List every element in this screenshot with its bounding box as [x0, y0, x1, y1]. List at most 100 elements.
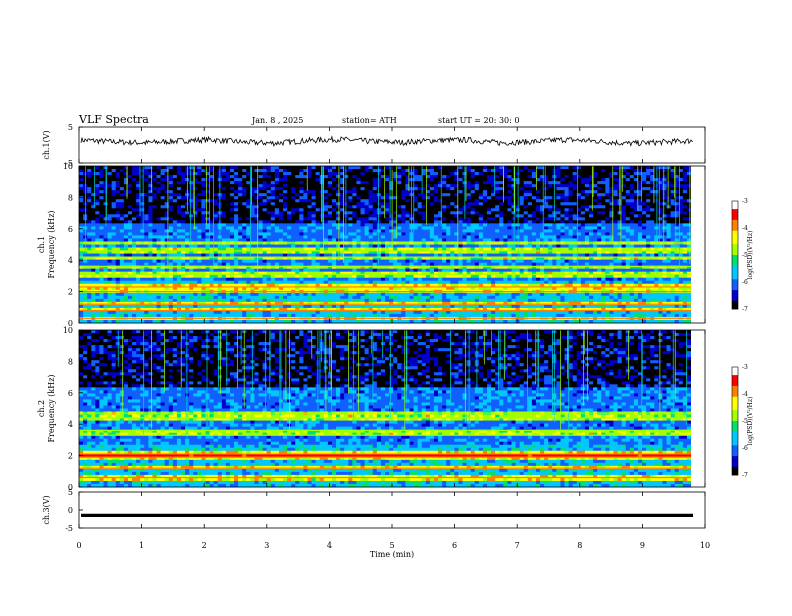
spectrogram-cell: [368, 244, 374, 248]
spectrogram-cell: [140, 187, 145, 191]
spectrogram-cell: [625, 220, 631, 224]
spectrogram-cell: [172, 214, 178, 218]
spectrogram-cell: [650, 256, 655, 260]
spectrogram-cell: [633, 259, 639, 264]
spectrogram-cell: [666, 175, 671, 179]
spectrogram-cell: [197, 259, 202, 264]
spectrogram-cell: [393, 235, 398, 239]
spectrogram-cell: [507, 169, 512, 173]
spectrogram-cell: [503, 226, 508, 230]
spectrogram-cell: [336, 205, 341, 209]
spectrogram-cell: [348, 199, 353, 203]
spectrogram-cell: [323, 250, 329, 254]
spectrogram-cell: [429, 256, 435, 260]
spectrogram-cell: [454, 214, 459, 218]
spectrogram-cell: [429, 229, 435, 233]
spectrogram-cell: [181, 265, 186, 270]
spectrogram-cell: [397, 217, 402, 221]
spectrogram-cell: [185, 253, 190, 257]
spectrogram-cell: [487, 205, 492, 209]
spectrogram-cell: [417, 166, 423, 170]
spectrogram-cell: [87, 244, 92, 248]
spectrogram-cell: [246, 253, 251, 257]
spectrogram-cell: [356, 238, 361, 242]
spectrogram-cell: [127, 262, 133, 267]
spectrogram-cell: [450, 217, 455, 221]
spectrogram-cell: [340, 172, 345, 176]
spectrogram-cell: [258, 187, 263, 191]
spectrogram-cell: [262, 166, 268, 170]
spectrogram-cell: [556, 226, 561, 230]
spectrogram-cell: [601, 250, 606, 254]
spectrogram-cell: [176, 232, 182, 236]
spectrogram-cell: [438, 226, 443, 230]
spectrogram-cell: [107, 196, 113, 200]
spectrogram-cell: [168, 208, 174, 212]
spectrogram-cell: [148, 247, 153, 251]
spectrogram-cell: [621, 232, 627, 236]
spectrogram-cell: [283, 214, 288, 218]
spectrogram-cell: [291, 178, 296, 182]
spectrogram-cell: [189, 208, 194, 212]
spectrogram-cell: [511, 199, 516, 203]
spectrogram-cell: [213, 205, 219, 209]
spectrogram-cell: [548, 208, 553, 212]
spectrogram-cell: [132, 184, 137, 188]
spectrogram-cell: [270, 184, 276, 188]
spectrogram-cell: [83, 178, 88, 182]
spectrogram-cell: [352, 247, 357, 251]
spectrogram-cell: [176, 190, 182, 194]
spectrogram-cell: [674, 229, 680, 233]
spectrogram-cell: [597, 169, 602, 173]
spectrogram-cell: [397, 235, 402, 239]
spectrogram-cell: [523, 244, 529, 248]
spectrogram-cell: [181, 190, 186, 194]
spectrogram-cell: [482, 214, 488, 218]
spectrogram-cell: [295, 172, 300, 176]
spectrogram-cell: [642, 181, 647, 185]
spectrogram-cell: [99, 217, 104, 221]
spectrogram-cell: [221, 217, 227, 221]
spectrogram-cell: [385, 232, 390, 236]
spectrogram-cell: [111, 202, 117, 206]
spectrogram-cell: [670, 193, 676, 197]
spectrogram-cell: [258, 196, 263, 200]
spectrogram-cell: [593, 175, 598, 179]
spectrogram-cell: [540, 259, 545, 264]
spectrogram-cell: [319, 214, 325, 218]
spectrogram-cell: [107, 166, 113, 170]
spectrogram-cell: [446, 214, 451, 218]
spectrogram-cell: [654, 184, 659, 188]
spectrogram-cell: [156, 247, 161, 251]
spectrogram-cell: [678, 202, 684, 206]
spectrogram-cell: [686, 190, 692, 194]
spectrogram-cell: [168, 217, 174, 221]
spectrogram-cell: [193, 202, 198, 206]
spectrogram-cell: [601, 211, 606, 215]
spectrogram-cell: [385, 235, 390, 239]
spectrogram-cell: [507, 262, 512, 267]
spectrogram-cell: [450, 178, 455, 182]
spectrogram-cell: [556, 175, 561, 179]
spectrogram-cell: [250, 184, 255, 188]
spectrogram-cell: [605, 169, 610, 173]
spectrogram-cell: [576, 187, 582, 191]
spectrogram-cell: [242, 253, 247, 257]
spectrogram-cell: [209, 193, 215, 197]
spectrogram-cell: [670, 178, 676, 182]
spectrogram-cell: [123, 238, 129, 242]
spectrogram-cell: [633, 238, 639, 242]
spectrogram-cell: [164, 238, 170, 242]
spectrogram-cell: [572, 220, 578, 224]
spectrogram-cell: [299, 217, 304, 221]
spectrogram-cell: [446, 244, 451, 248]
spectrogram-cell: [229, 190, 235, 194]
spectrogram-cell: [360, 232, 365, 236]
spectrogram-cell: [209, 169, 215, 173]
spectrogram-cell: [140, 247, 145, 251]
spectrogram-cell: [629, 238, 635, 242]
spectrogram-cell: [425, 166, 431, 170]
spectrogram-cell: [580, 262, 586, 267]
spectrogram-cell: [584, 229, 590, 233]
spectrogram-cell: [95, 253, 100, 257]
